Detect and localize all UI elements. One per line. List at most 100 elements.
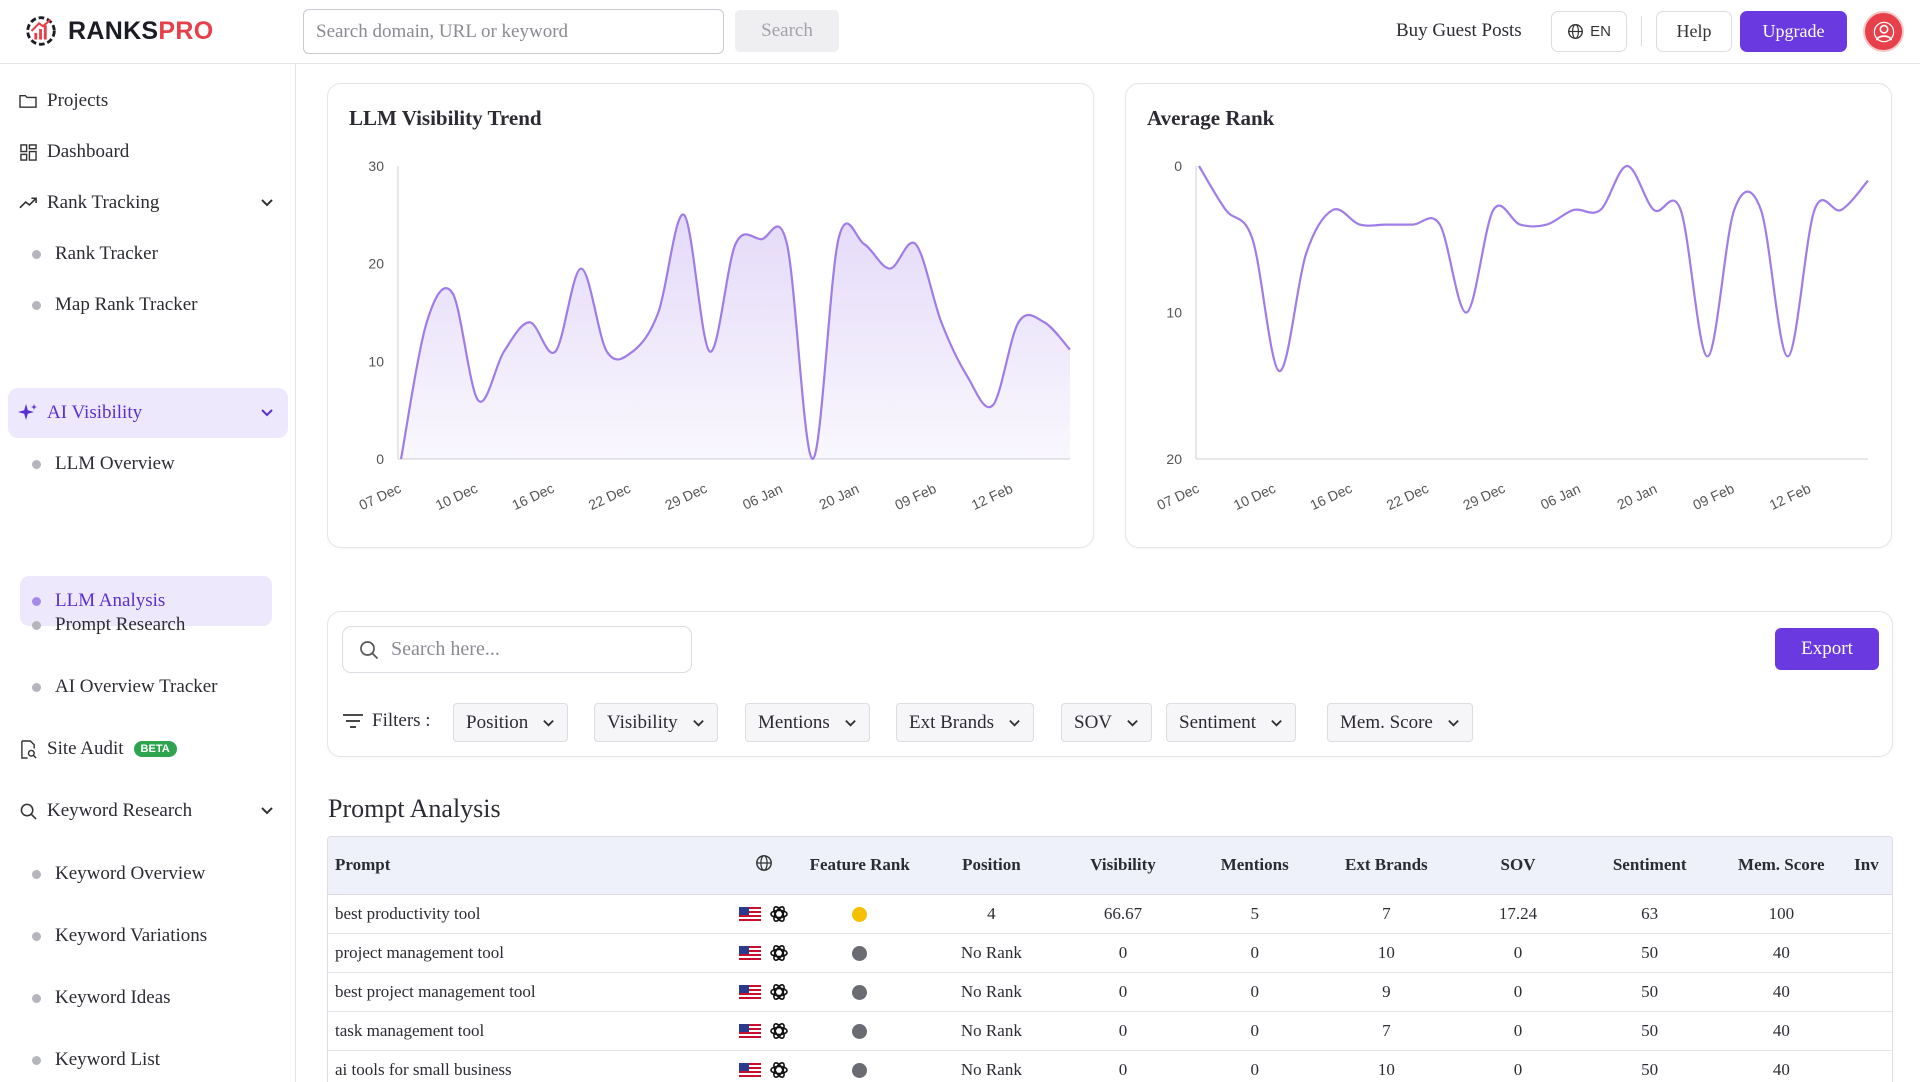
sidebar-item-llm-overview[interactable]: LLM Overview <box>20 439 272 489</box>
sidebar-item-llm-analysis[interactable]: LLM Analysis <box>20 576 272 626</box>
cell-feature-rank <box>793 933 926 973</box>
search-icon <box>360 640 379 659</box>
domain-search-input[interactable] <box>303 9 724 54</box>
sidebar-item-dashboard[interactable]: Dashboard <box>8 127 288 177</box>
table-row[interactable]: task management tool No Rank 0 0 7 0 50 40 <box>328 1011 1892 1051</box>
filter-visibility[interactable]: Visibility <box>594 703 718 742</box>
x-tick-label: 06 Jan <box>740 480 785 512</box>
filter-label: Ext Brands <box>909 711 994 733</box>
col-position[interactable]: Position <box>925 837 1058 895</box>
table-search-box[interactable] <box>342 626 692 673</box>
sidebar-item-ai-overview-tracker[interactable]: AI Overview Tracker <box>20 662 272 712</box>
cell-sov: 0 <box>1452 1050 1584 1082</box>
cell-mem-score: 100 <box>1715 894 1848 934</box>
table-row[interactable]: best productivity tool 4 66.67 5 7 17.24 63 100 <box>328 894 1892 934</box>
cell-prompt[interactable]: task management tool <box>328 1011 734 1051</box>
sidebar-item-site-audit[interactable]: Site Audit BETA <box>8 724 288 774</box>
filter-sov[interactable]: SOV <box>1061 703 1153 742</box>
sidebar-label: Keyword List <box>55 1049 161 1070</box>
sidebar-label: Prompt Research <box>55 614 186 635</box>
table-search-input[interactable] <box>391 638 681 661</box>
filter-ext-brands[interactable]: Ext Brands <box>896 703 1034 742</box>
chevron-down-icon <box>1127 719 1138 727</box>
chevron-down-icon <box>844 719 856 727</box>
sidebar-item-map-rank-tracker[interactable]: Map Rank Tracker <box>20 280 272 330</box>
x-tick-label: 10 Dec <box>1231 480 1278 513</box>
table-row[interactable]: ai tools for small business No Rank 0 0 10 0 5… <box>328 1050 1892 1082</box>
col-mentions[interactable]: Mentions <box>1188 837 1321 895</box>
chevron-down-icon <box>543 719 555 727</box>
logo[interactable]: RANKSPRO <box>22 12 213 50</box>
logo-gear-icon <box>26 16 56 46</box>
y-tick-label: 0 <box>376 451 384 467</box>
sidebar-item-ai-visibility[interactable]: AI Visibility <box>8 388 288 438</box>
help-button[interactable]: Help <box>1656 11 1732 52</box>
table-row[interactable]: project management tool No Rank 0 0 10 0 50 40 <box>328 933 1892 973</box>
sidebar-item-keyword-list[interactable]: Keyword List <box>20 1035 272 1082</box>
x-tick-label: 07 Dec <box>1154 480 1201 513</box>
sidebar-label: AI Visibility <box>47 402 143 423</box>
col-prompt[interactable]: Prompt <box>328 837 734 895</box>
export-button[interactable]: Export <box>1775 628 1879 670</box>
filter-sentiment[interactable]: Sentiment <box>1166 703 1297 742</box>
filters-card: Export Filters : Position Visibility Men… <box>327 611 1893 757</box>
filter-mentions[interactable]: Mentions <box>745 703 870 742</box>
x-tick-label: 07 Dec <box>356 480 403 513</box>
sidebar-label: Keyword Overview <box>55 863 206 884</box>
cell-visibility: 66.67 <box>1057 894 1189 934</box>
cell-prompt[interactable]: project management tool <box>328 933 734 973</box>
cell-sentiment: 50 <box>1583 1011 1716 1051</box>
col-visibility[interactable]: Visibility <box>1057 837 1189 895</box>
buy-guest-posts-link[interactable]: Buy Guest Posts <box>1396 20 1522 41</box>
col-mem-score[interactable]: Mem. Score <box>1715 837 1848 895</box>
cell-region <box>733 1050 794 1082</box>
language-button[interactable]: EN <box>1551 11 1627 52</box>
bullet-dot <box>32 459 41 469</box>
chatgpt-icon <box>769 1062 788 1079</box>
globe-icon <box>1568 24 1584 39</box>
sidebar-item-keyword-research[interactable]: Keyword Research <box>8 786 288 836</box>
y-tick-label: 20 <box>1166 451 1182 467</box>
sidebar-item-rank-tracking[interactable]: Rank Tracking <box>8 178 288 228</box>
sidebar-item-keyword-ideas[interactable]: Keyword Ideas <box>20 973 272 1023</box>
sidebar-item-prompt-research[interactable]: Prompt Research <box>20 600 272 650</box>
filter-mem-score[interactable]: Mem. Score <box>1327 703 1473 742</box>
cell-position: No Rank <box>925 972 1058 1012</box>
sidebar-item-keyword-variations[interactable]: Keyword Variations <box>20 911 272 961</box>
cell-region <box>733 972 794 1012</box>
col-extra[interactable]: Inv <box>1847 837 1892 895</box>
sidebar-item-keyword-overview[interactable]: Keyword Overview <box>20 849 272 899</box>
col-feature-rank[interactable]: Feature Rank <box>793 837 926 895</box>
search-button[interactable]: Search <box>735 10 839 52</box>
x-tick-label: 20 Jan <box>816 480 861 512</box>
cell-position: No Rank <box>925 1011 1058 1051</box>
cell-prompt[interactable]: best project management tool <box>328 972 734 1012</box>
cell-extra <box>1847 894 1892 934</box>
sidebar-item-rank-tracker[interactable]: Rank Tracker <box>20 229 272 279</box>
y-tick-label: 10 <box>368 353 384 369</box>
us-flag-icon <box>738 1063 761 1078</box>
user-avatar[interactable] <box>1863 11 1904 52</box>
filter-position[interactable]: Position <box>453 703 569 742</box>
cell-prompt[interactable]: best productivity tool <box>328 894 734 934</box>
filter-icon <box>343 714 363 728</box>
table-row[interactable]: best project management tool No Rank 0 0 9 0 5… <box>328 972 1892 1012</box>
col-region[interactable] <box>733 837 794 895</box>
col-sentiment[interactable]: Sentiment <box>1583 837 1716 895</box>
series-line <box>1198 164 1869 373</box>
filter-label: Mentions <box>758 711 830 733</box>
filter-label: Visibility <box>607 711 678 733</box>
chevron-down-icon <box>261 409 273 417</box>
col-sov[interactable]: SOV <box>1452 837 1584 895</box>
folder-icon <box>17 90 39 112</box>
sidebar-label: LLM Analysis <box>55 590 166 611</box>
search-icon <box>17 800 39 822</box>
cell-visibility: 0 <box>1057 1011 1189 1051</box>
upgrade-button[interactable]: Upgrade <box>1740 11 1847 52</box>
x-tick-label: 22 Dec <box>586 480 633 513</box>
sidebar-label: Rank Tracking <box>47 192 160 213</box>
cell-sentiment: 50 <box>1583 1050 1716 1082</box>
sidebar-item-projects[interactable]: Projects <box>8 76 288 126</box>
col-ext-brands[interactable]: Ext Brands <box>1320 837 1453 895</box>
cell-prompt[interactable]: ai tools for small business <box>328 1050 734 1082</box>
